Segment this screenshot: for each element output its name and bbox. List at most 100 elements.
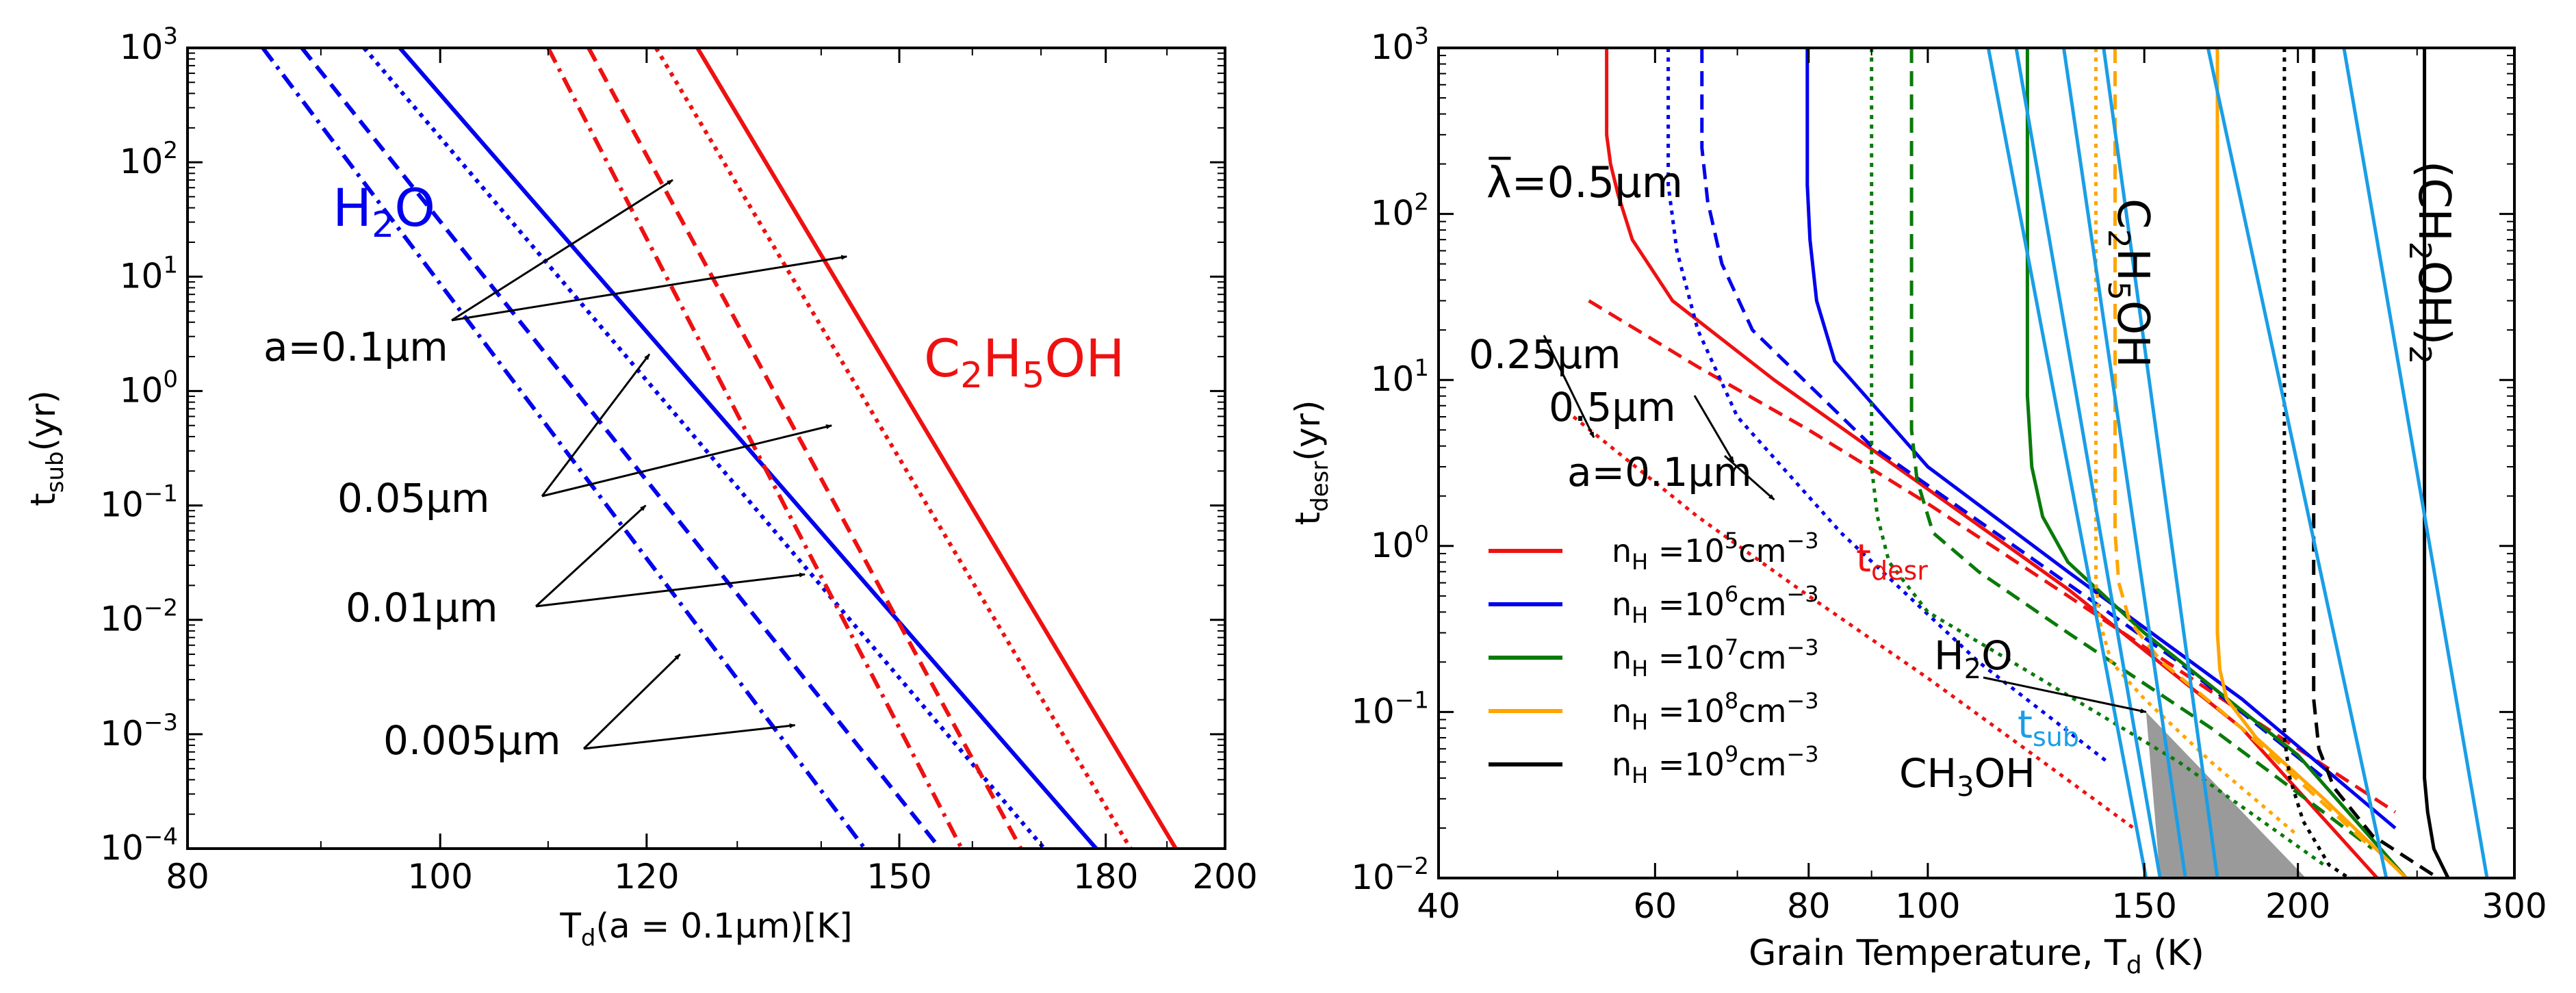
left-plot-frame [186, 47, 1226, 850]
left-size-label-0.05: 0.05μm [337, 475, 490, 521]
left-annotation-arrow [451, 179, 673, 322]
right-series-18 [2102, 48, 2219, 878]
right-series-3 [1805, 48, 2397, 829]
left-series-0 [398, 48, 1098, 849]
left-ytick-label: 103 [120, 23, 178, 67]
left-annotation-arrow [534, 504, 647, 608]
legend-label-1: nH =106cm−3 [1612, 581, 1819, 628]
right-series-14 [2282, 48, 2350, 878]
right-size-label-0.5: 0.5μm [1549, 384, 1676, 430]
right-xtick-label: 300 [2482, 886, 2547, 926]
legend-label-3: nH =108cm−3 [1612, 688, 1819, 735]
left-ytick-label: 10−3 [100, 709, 178, 753]
right-ytick-label: 101 [1371, 354, 1429, 399]
left-ticks [186, 47, 1226, 850]
right-ytick-labels: 10−2 10−1 100 101 102 103 [1351, 23, 1429, 897]
left-annotation-arrow [541, 424, 833, 498]
left-size-label-0.005: 0.005μm [383, 717, 561, 764]
right-xtick-label: 60 [1634, 886, 1677, 926]
right-ytick-label: 103 [1371, 23, 1429, 67]
left-ytick-label: 10−4 [100, 823, 178, 868]
right-ylabel: tdesr(yr) [1288, 400, 1334, 526]
right-xtick-label: 40 [1417, 886, 1460, 926]
right-ticks [1437, 47, 2516, 879]
left-size-label-0.1: a=0.1μm [263, 324, 448, 370]
right-annotation-arrow [1724, 454, 1775, 501]
right-series-12 [2423, 48, 2450, 878]
right-ytick-label: 10−2 [1351, 853, 1429, 897]
left-series-2 [300, 48, 942, 849]
right-series-9 [2215, 48, 2408, 878]
right-series-8 [1870, 48, 2326, 866]
left-series-6 [587, 48, 1023, 849]
right-ytick-label: 100 [1371, 521, 1429, 565]
left-ytick-label: 10−2 [100, 595, 178, 639]
legend: nH =105cm−3 nH =106cm−3 nH =107cm−3 nH =108… [1489, 528, 1928, 788]
left-ytick-labels: 10−4 10−3 10−2 10−1 100 101 102 103 [100, 23, 178, 868]
legend-label-4: nH =109cm−3 [1612, 741, 1819, 788]
left-xtick-labels: 80 100 120 150 180 200 [166, 857, 1258, 897]
left-annotation-arrow [583, 723, 796, 750]
right-xtick-label: 200 [2265, 886, 2330, 926]
right-label-ch3oh: CH3OH [1899, 750, 2035, 803]
tsub-label: tsub [2018, 703, 2079, 752]
left-xtick-label: 180 [1073, 857, 1138, 897]
right-series-20 [2342, 48, 2489, 878]
right-label-c2h5oh: C2H5OH [2101, 198, 2158, 367]
h2o-arrow [1983, 676, 2147, 714]
right-ytick-label: 10−1 [1351, 686, 1429, 731]
left-xtick-label: 80 [166, 857, 209, 897]
right-clipped-content [1572, 48, 2489, 878]
left-series-7 [546, 48, 964, 849]
right-series-10 [2113, 48, 2374, 851]
left-xtick-label: 200 [1192, 857, 1257, 897]
left-xtick-label: 120 [614, 857, 679, 897]
left-annotation-arrow [541, 353, 651, 497]
right-series-2 [1572, 415, 2135, 830]
left-ytick-label: 100 [120, 365, 178, 410]
left-annotation-arrow [582, 653, 681, 750]
right-annotation-arrows [1543, 335, 2147, 714]
right-annotation-arrow [1693, 395, 1735, 463]
right-series-4 [1700, 48, 2326, 779]
right-label-ch2oh2: (CH2OH)2 [2402, 161, 2459, 364]
right-label-h2o: H2O [1934, 632, 2013, 685]
right-series-7 [1909, 48, 2374, 851]
left-panel: 10−4 10−3 10−2 10−1 100 101 102 103 80 100 120 150… [23, 23, 1258, 952]
left-series-5 [654, 48, 1133, 849]
right-ytick-label: 102 [1371, 189, 1429, 233]
right-plot-frame [1437, 47, 2516, 879]
right-xtick-label: 100 [1895, 886, 1960, 926]
right-series-17 [2062, 48, 2187, 878]
left-annotation-arrow [451, 255, 848, 322]
lambda-label: λ̅=0.5μm [1486, 157, 1683, 207]
right-series-group [1572, 48, 2489, 878]
right-series-15 [1986, 48, 2148, 878]
right-size-label-0.25: 0.25μm [1469, 331, 1621, 378]
left-label-c2h5oh: C2H5OH [924, 328, 1124, 396]
left-xlabel: Td(a = 0.1μm)[K] [559, 906, 852, 952]
left-xtick-label: 150 [866, 857, 931, 897]
left-annotation-arrows [451, 179, 848, 750]
left-ytick-label: 10−1 [100, 480, 178, 525]
right-xtick-labels: 40 60 80 100 150 200 300 [1417, 886, 2547, 926]
right-size-label-0.1: a=0.1μm [1567, 449, 1752, 495]
left-annotation-arrow [535, 572, 806, 608]
right-series-19 [2206, 48, 2388, 878]
right-xtick-label: 150 [2111, 886, 2176, 926]
left-series-group [261, 48, 1178, 849]
right-series-5 [1666, 48, 2109, 764]
legend-label-0: nH =105cm−3 [1612, 528, 1819, 575]
tdesr-label: tdesr [1856, 537, 1928, 586]
left-size-label-0.01: 0.01μm [346, 584, 498, 631]
right-series-11 [2094, 48, 2300, 838]
shaded-region [2146, 712, 2306, 878]
right-xtick-label: 80 [1787, 886, 1831, 926]
left-xtick-label: 100 [407, 857, 472, 897]
right-series-13 [2312, 48, 2439, 878]
right-series-6 [2025, 48, 2408, 878]
left-series-4 [695, 48, 1178, 849]
right-annotation-arrow [1543, 335, 1595, 439]
